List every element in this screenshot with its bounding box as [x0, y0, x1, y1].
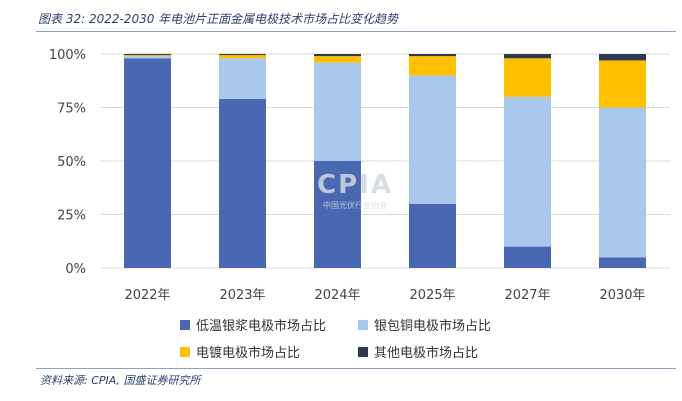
x-tick-label: 2025年 [409, 288, 455, 303]
legend-item-electroplating: 电镀电极市场占比 [180, 342, 300, 361]
bar-segment [409, 56, 456, 76]
legend-swatch [358, 319, 368, 330]
x-tick-label: 2024年 [314, 288, 360, 303]
bar-segment [504, 96, 551, 247]
bar-segment [599, 54, 646, 61]
bar-segment [599, 107, 646, 258]
stacked-bar-chart: 0% 25% 50% 75% 100% 2022年 2023年 2024年 2025年 2027… [49, 48, 670, 303]
y-tick-label: 25% [57, 209, 86, 224]
y-axis: 0% 25% 50% 75% 100% [49, 48, 86, 277]
legend-item-low-temp-silver: 低温银浆电极市场占比 [180, 315, 326, 334]
y-tick-label: 100% [49, 48, 86, 63]
x-tick-label: 2023年 [219, 288, 265, 303]
x-tick-label: 2022年 [124, 288, 170, 303]
bar-segment [124, 55, 171, 57]
bar-segment [504, 246, 551, 268]
y-tick-label: 0% [65, 262, 86, 277]
bar-segment [314, 62, 361, 162]
bar-segment [409, 54, 456, 57]
x-tick-label: 2030年 [599, 288, 645, 303]
watermark-subtext: 中国光伏行业协会 [323, 201, 387, 210]
source-divider [36, 368, 676, 369]
bar-segment [314, 56, 361, 63]
title-divider [36, 31, 676, 32]
bar-segment [599, 60, 646, 108]
legend-label: 其他电极市场占比 [374, 346, 479, 361]
y-tick-label: 50% [57, 155, 86, 170]
bar-segment [124, 56, 171, 59]
bar-segment [504, 58, 551, 97]
bar-segment [219, 54, 266, 56]
bar-segment [314, 54, 361, 57]
legend-label: 低温银浆电极市场占比 [196, 319, 327, 334]
bar-segment [219, 98, 266, 268]
legend-swatch [358, 346, 368, 357]
figure-title: 图表 32: 2022-2030 年电池片正面金属电极技术市场占比变化趋势 [38, 12, 399, 26]
y-tick-label: 75% [57, 102, 86, 117]
x-axis: 2022年 2023年 2024年 2025年 2027年 2030年 [124, 288, 645, 303]
bar-segment [314, 161, 361, 268]
watermark: CPIA 中国光伏行业协会 [300, 170, 410, 211]
bar-segment [409, 75, 456, 204]
legend-label: 电镀电极市场占比 [196, 346, 301, 361]
bar-segment [124, 54, 171, 56]
bar-segment [219, 58, 266, 99]
legend-swatch [180, 346, 190, 357]
legend-label: 银包铜电极市场占比 [374, 319, 492, 334]
bar-segment [124, 58, 171, 268]
legend-item-other: 其他电极市场占比 [358, 342, 478, 361]
legend-item-silver-coated-copper: 银包铜电极市场占比 [358, 315, 491, 334]
x-tick-label: 2027年 [504, 288, 550, 303]
bar-segment [504, 54, 551, 59]
bar-segment [599, 257, 646, 268]
watermark-logo-text: CPIA [317, 170, 393, 200]
grid-lines [100, 53, 670, 269]
bar-segment [219, 55, 266, 59]
bars [124, 54, 646, 268]
legend-swatch [180, 319, 190, 330]
source-note: 资料来源: CPIA, 国盛证券研究所 [40, 374, 201, 387]
bar-segment [409, 203, 456, 268]
